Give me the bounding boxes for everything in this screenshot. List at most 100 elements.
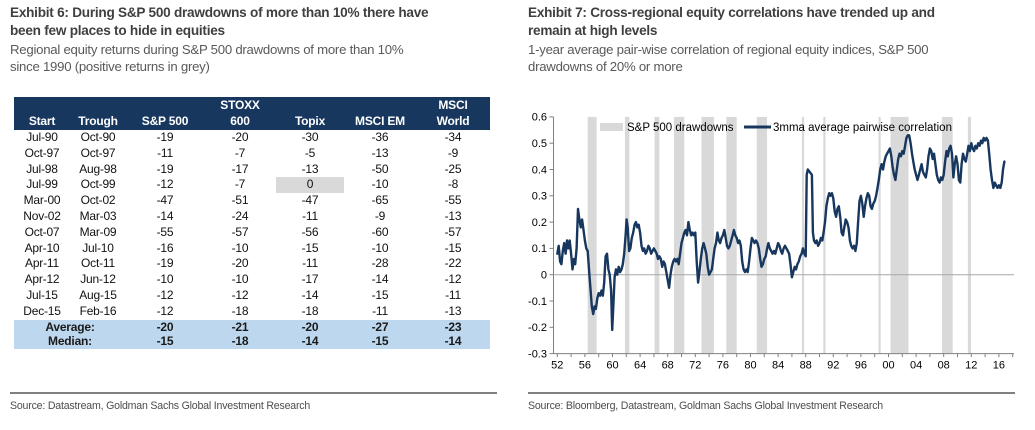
table-row: Mar-00 Oct-02 -47 -51 -47 -65 -55 xyxy=(14,193,490,209)
table-cell: -15 xyxy=(301,240,319,255)
table-cell: -11 xyxy=(445,287,461,302)
table-row: Jul-98 Aug-98 -19 -17 -13 -50 -25 xyxy=(14,162,490,178)
table-cell: -11 xyxy=(302,256,318,271)
legend-label: S&P 500 drawdowns xyxy=(627,122,734,134)
table-header-row: STOXX MSCI xyxy=(14,97,490,113)
tick-label: 00 xyxy=(882,360,894,372)
table-cell: -11 xyxy=(157,145,173,160)
header-cell xyxy=(126,97,204,113)
exhibit7-panel: Exhibit 7: Cross-regional equity correla… xyxy=(528,0,1023,430)
table-cell: -15 xyxy=(444,240,462,255)
header-cell xyxy=(276,97,344,113)
tick-label: 0.2 xyxy=(532,217,547,229)
table-cell: Apr-11 xyxy=(25,256,59,271)
header-cell: S&P 500 xyxy=(126,113,204,130)
table-cell: Apr-10 xyxy=(24,240,60,255)
table-cell: -10 xyxy=(156,272,174,287)
legend-label: 3mma average pairwise correlation xyxy=(773,122,952,134)
drawdown-band xyxy=(756,116,768,354)
table-cell: -12 xyxy=(156,177,174,192)
table-cell: -22 xyxy=(444,256,462,271)
table-row: Apr-11 Oct-11 -19 -20 -11 -28 -22 xyxy=(14,256,490,272)
table-cell: Jul-98 xyxy=(26,161,58,176)
table-cell: -14 xyxy=(301,287,319,302)
table-cell: Oct-97 xyxy=(24,145,60,160)
table-cell: -15 xyxy=(371,287,389,302)
summary-cell: -15 xyxy=(344,334,416,349)
table-cell: Mar-03 xyxy=(79,208,117,223)
table-cell: -13 xyxy=(444,208,462,223)
table-cell: Apr-12 xyxy=(24,272,60,287)
table-cell: -34 xyxy=(444,130,462,144)
table-cell: -12 xyxy=(156,303,174,318)
table-cell: Nov-02 xyxy=(23,208,61,223)
table-cell: -12 xyxy=(444,272,462,287)
table-cell: -55 xyxy=(156,224,174,239)
tick-label: 76 xyxy=(717,360,729,372)
table-cell: -12 xyxy=(231,287,249,302)
table-cell: Jul-10 xyxy=(82,240,114,255)
table-cell: -9 xyxy=(447,145,459,160)
table-cell: -5 xyxy=(304,145,316,160)
table-cell: -12 xyxy=(156,287,174,302)
table-cell: -47 xyxy=(301,193,319,208)
table-cell: -20 xyxy=(231,130,249,144)
table-row: Oct-97 Oct-97 -11 -7 -5 -13 -9 xyxy=(14,146,490,162)
returns-data-table: STOXX MSCI Start Trough S&P 500 600 Topix MSCI … xyxy=(14,97,490,349)
exhibit7-subtitle: 1-year average pair-wise correlation of … xyxy=(528,42,929,75)
table-cell: Jun-12 xyxy=(80,272,116,287)
tick-label: 0.1 xyxy=(532,243,547,255)
table-cell: -65 xyxy=(371,193,389,208)
tick-label: 92 xyxy=(827,360,839,372)
header-cell: 600 xyxy=(204,113,276,130)
table-cell: -47 xyxy=(156,193,174,208)
tick-label: 96 xyxy=(855,360,867,372)
table-cell: -7 xyxy=(234,145,246,160)
table-cell: -60 xyxy=(371,224,389,239)
table-cell: -30 xyxy=(301,130,319,144)
summary-cell: -20 xyxy=(126,319,204,335)
exhibit6-source: Source: Datastream, Goldman Sachs Global… xyxy=(10,392,497,412)
source-text: Source: Datastream, Goldman Sachs Global… xyxy=(10,400,311,412)
table-cell: Jul-99 xyxy=(26,177,58,192)
summary-cell: -18 xyxy=(204,334,276,349)
tick-label: 64 xyxy=(634,360,646,372)
table-cell: -19 xyxy=(156,256,174,271)
table-row: Jul-15 Aug-15 -12 -12 -14 -15 -11 xyxy=(14,288,490,304)
table-cell: Oct-90 xyxy=(80,130,116,144)
table-row: Dec-15 Feb-16 -12 -18 -18 -11 -13 xyxy=(14,304,490,320)
table-cell: -18 xyxy=(301,303,319,318)
tick-label: 0.4 xyxy=(532,164,547,176)
header-cell: Topix xyxy=(276,113,344,130)
table-cell: -7 xyxy=(234,177,246,192)
exhibit7-source: Source: Bloomberg, Datastream, Goldman S… xyxy=(528,392,1015,412)
table-cell: -20 xyxy=(231,256,249,271)
summary-cell: -21 xyxy=(204,319,276,335)
tick-label: 72 xyxy=(689,360,701,372)
exhibit7-title: Exhibit 7: Cross-regional equity correla… xyxy=(528,5,935,38)
drawdown-band xyxy=(890,116,909,354)
exhibit6-title: Exhibit 6: During S&P 500 drawdowns of m… xyxy=(10,5,429,38)
table-cell: -14 xyxy=(371,272,389,287)
table-cell: -8 xyxy=(447,177,459,192)
drawdown-band xyxy=(801,116,805,354)
table-cell: -10 xyxy=(371,177,389,192)
summary-cell: -15 xyxy=(126,334,204,349)
summary-row-average: Average: -20 -21 -20 -27 -23 xyxy=(14,319,490,335)
table-cell: -14 xyxy=(156,208,174,223)
table-cell: Jul-15 xyxy=(26,287,58,302)
header-cell: Trough xyxy=(70,113,126,130)
table-cell: -19 xyxy=(156,161,174,176)
table-cell: Oct-11 xyxy=(81,256,115,271)
tick-label: 04 xyxy=(910,360,922,372)
summary-cell: -27 xyxy=(344,319,416,335)
header-cell xyxy=(14,97,70,113)
summary-cell: -14 xyxy=(276,334,344,349)
table-cell: -13 xyxy=(301,161,319,176)
header-cell xyxy=(70,97,126,113)
table-cell: -55 xyxy=(444,193,462,208)
header-cell: STOXX xyxy=(204,97,276,113)
tick-label: -0.1 xyxy=(528,296,547,308)
table-cell: Jul-90 xyxy=(26,130,58,144)
table-cell: -13 xyxy=(444,303,462,318)
